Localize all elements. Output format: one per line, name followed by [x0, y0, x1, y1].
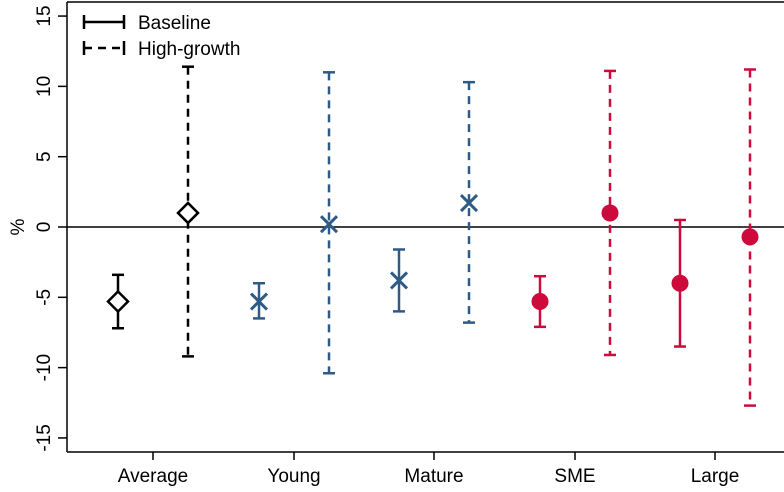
legend: Baseline High-growth	[82, 13, 240, 60]
x-tick-label: SME	[554, 466, 595, 487]
x-tick-label: Large	[691, 466, 740, 487]
x-tick-label: Young	[267, 466, 320, 487]
y-tick-label: 5	[34, 151, 55, 162]
y-tick-label: 15	[34, 5, 55, 26]
point-estimate-circle	[671, 274, 689, 292]
point-estimate-circle	[531, 293, 549, 311]
x-tick-label: Mature	[404, 466, 463, 487]
legend-label: Baseline	[138, 13, 211, 34]
point-estimate-x-stroke-b	[459, 194, 479, 213]
y-tick-label: -5	[34, 289, 55, 306]
x-tick-label: Average	[118, 466, 188, 487]
y-tick-label: 10	[34, 76, 55, 97]
point-estimate-diamond	[106, 289, 130, 314]
point-estimate-x-stroke-b	[389, 271, 409, 290]
point-estimate-circle	[741, 228, 759, 246]
y-axis-title: %	[8, 218, 29, 235]
point-estimate-diamond	[176, 201, 200, 225]
legend-label: High-growth	[138, 39, 240, 60]
y-tick-label: -15	[34, 424, 55, 451]
y-tick-label: -10	[34, 354, 55, 381]
axes: 15 10 5 0 -5 -10 -15% Average Young Mature SME Larg…	[8, 1, 784, 487]
point-estimate-x-stroke-b	[249, 292, 269, 311]
point-estimate-circle	[601, 204, 619, 222]
y-tick-label: 0	[34, 222, 55, 233]
point-estimate-x-stroke-b	[319, 215, 339, 234]
marks-layer	[106, 65, 759, 407]
